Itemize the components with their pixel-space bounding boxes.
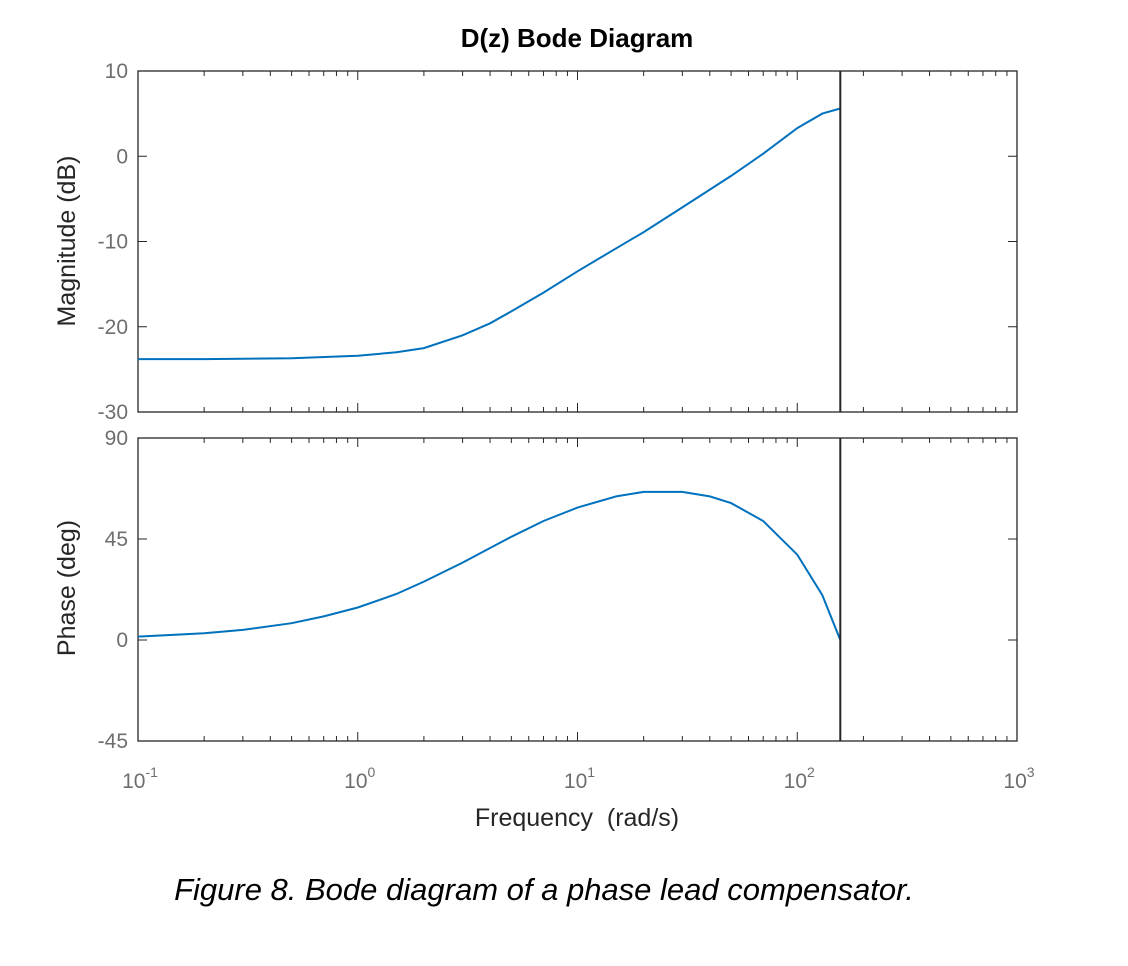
x-tick-label: 101	[564, 764, 595, 793]
phase-series-line	[137, 490, 842, 641]
magnitude-axes-box	[137, 70, 1018, 413]
magnitude-axis-label: Magnitude (dB)	[53, 156, 81, 327]
frequency-axis-label: Frequency (rad/s)	[475, 804, 679, 832]
x-tick-label: 10-1	[122, 764, 158, 793]
magnitude-y-tick-label: -30	[98, 401, 128, 424]
magnitude-y-tick-label: 0	[116, 145, 128, 168]
magnitude-panel: 10 0 -10 -20 -30	[98, 60, 1018, 424]
magnitude-series-line	[138, 107, 841, 361]
phase-axes-box	[137, 437, 1018, 742]
magnitude-y-tick-label: -10	[98, 231, 128, 254]
figure-caption: Figure 8. Bode diagram of a phase lead c…	[174, 872, 914, 907]
magnitude-y-tick-label: -20	[98, 316, 128, 339]
x-tick-label: 102	[784, 764, 815, 793]
phase-y-tick-label: 45	[105, 528, 128, 551]
phase-axis-label: Phase (deg)	[53, 520, 81, 656]
magnitude-y-tick-label: 10	[105, 60, 128, 83]
x-tick-label: 100	[344, 764, 375, 793]
phase-y-tick-label: 90	[105, 427, 128, 450]
x-tick-label: 103	[1003, 764, 1034, 793]
x-tick-labels: 10-1 100 101 102 103	[122, 764, 1035, 793]
phase-panel: 90 45 0 -45	[98, 427, 1018, 753]
chart-title: D(z) Bode Diagram	[461, 23, 694, 53]
phase-y-tick-label: -45	[98, 730, 128, 753]
phase-y-tick-label: 0	[116, 629, 128, 652]
